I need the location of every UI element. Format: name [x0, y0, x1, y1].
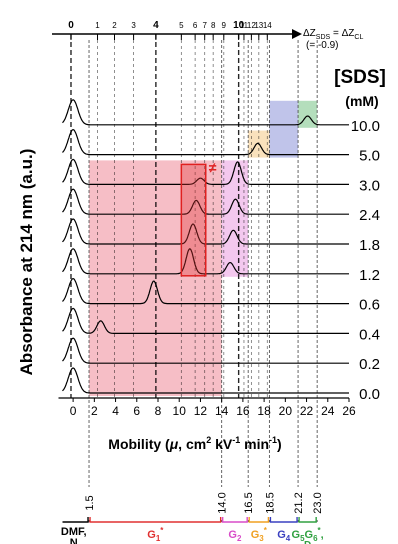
segment-bracket: [248, 517, 270, 523]
concentration-label: 0.0: [359, 386, 380, 403]
trace-0-6: [62, 277, 349, 305]
top-tick-label: 3: [131, 21, 136, 30]
segment-bracket: [298, 517, 317, 523]
x-tick-label: 22: [300, 404, 314, 418]
concentration-label: 1.8: [359, 237, 380, 254]
top-tick-label: 8: [211, 21, 216, 30]
concentration-unit: (mM): [345, 93, 378, 109]
segment-bracket: [62, 517, 89, 523]
concentration-label: 3.0: [359, 177, 380, 194]
x-tick-label: 14: [215, 404, 229, 418]
highlight-box: ≠: [180, 159, 217, 277]
top-tick-label: 4: [153, 20, 159, 31]
boundary-label-bg: [214, 487, 229, 519]
top-tick-label: 14: [263, 21, 272, 30]
x-tick-label: 16: [236, 404, 250, 418]
top-tick-label: 1: [95, 21, 100, 30]
highlight-rect: [180, 163, 207, 277]
top-tick-label: 9: [222, 21, 227, 30]
top-tick-label: 5: [179, 21, 184, 30]
boundary-value: 23.0: [312, 492, 324, 513]
concentration-label: 0.2: [359, 356, 380, 373]
x-axis-label: Mobility (μ, cm2 kV-1 min-1): [108, 435, 281, 452]
concentration-label: 1.2: [359, 267, 380, 284]
trace-0-2: [62, 337, 349, 364]
bottom-scale: 1.5 14.0 16.5 18.5 21.2 23.0 DMF,N G1* G2 G3* G4 G5…: [61, 487, 325, 544]
segment-label-line2: N: [70, 537, 78, 544]
y-axis-label: Absorbance at 214 nm (a.u.): [17, 149, 36, 376]
concentration-label: 0.6: [359, 297, 380, 314]
x-tick-label: 24: [321, 404, 335, 418]
x-tick-label: 2: [91, 404, 98, 418]
concentration-label: 2.4: [359, 207, 380, 224]
segment-bracket: [221, 517, 248, 523]
segment-label: G2: [228, 529, 242, 543]
segment-label: G1*: [147, 526, 164, 543]
region-2: [221, 160, 249, 277]
segment-label: G4: [277, 529, 291, 543]
x-tick-label: 6: [133, 404, 140, 418]
boundary-value: 21.2: [293, 492, 305, 513]
top-tick-label: 2: [112, 21, 117, 30]
segment-bracket: [269, 517, 298, 523]
not-equal-mark: ≠: [209, 159, 217, 175]
top-tick-label: 13: [254, 21, 263, 30]
segment-label: DMF,: [61, 526, 87, 538]
segment-label: G3*: [251, 526, 268, 543]
top-arrow-sublabel: (= -0.9): [306, 40, 339, 51]
boundary-value: 16.5: [243, 492, 255, 513]
x-tick-label: 26: [342, 404, 356, 418]
segment-extra-label: D: [304, 540, 311, 544]
x-tick-label: 20: [279, 404, 293, 418]
trace-0-4: [62, 307, 349, 334]
x-tick-label: 4: [112, 404, 119, 418]
concentration-label: 5.0: [359, 148, 380, 165]
top-tick-label: 7: [202, 21, 207, 30]
trace-5-0: [62, 128, 349, 156]
top-tick-label: 10: [233, 20, 245, 31]
axes: 0 2 4 6 8 10 12 14 16 18 20 22 24 26: [58, 397, 356, 418]
segment-label: G5G6*,: [292, 526, 324, 543]
x-tick-label: 0: [70, 404, 77, 418]
top-tick-label: 11: [240, 21, 249, 30]
boundary-label-bg: [262, 487, 277, 519]
boundary-value: 14.0: [217, 492, 229, 513]
segment-bracket: [89, 517, 222, 523]
concentration-label: 0.4: [359, 326, 380, 343]
boundary-label-bg: [82, 487, 97, 519]
top-tick-label: 0: [68, 20, 74, 31]
trace-0-0: [62, 367, 349, 394]
x-tick-label: 18: [257, 404, 271, 418]
guide-lines: [70, 34, 318, 522]
top-tick-label: 6: [193, 21, 198, 30]
x-tick-label: 12: [194, 404, 208, 418]
trace-10-0: [62, 99, 349, 126]
region-4: [269, 100, 299, 158]
top-arrow-label: ΔZSDS = ΔZCL: [303, 28, 363, 41]
boundary-value: 1.5: [84, 495, 96, 510]
top-axis-arrowhead: [292, 29, 302, 39]
x-tick-label: 8: [155, 404, 162, 418]
x-tick-label: 10: [173, 404, 187, 418]
concentration-header: [SDS]: [334, 67, 386, 88]
concentration-label: 10.0: [351, 118, 380, 135]
boundary-label-bg: [241, 487, 256, 519]
top-tick-label: 12: [247, 21, 256, 30]
boundary-label-bg: [291, 487, 306, 519]
boundary-value: 18.5: [264, 492, 276, 513]
traces: 10.0 5.0 3.0 2.4 1.8 1.2 0.6 0.4 0.2 0.0: [62, 99, 380, 403]
boundary-label-bg: [310, 487, 325, 519]
